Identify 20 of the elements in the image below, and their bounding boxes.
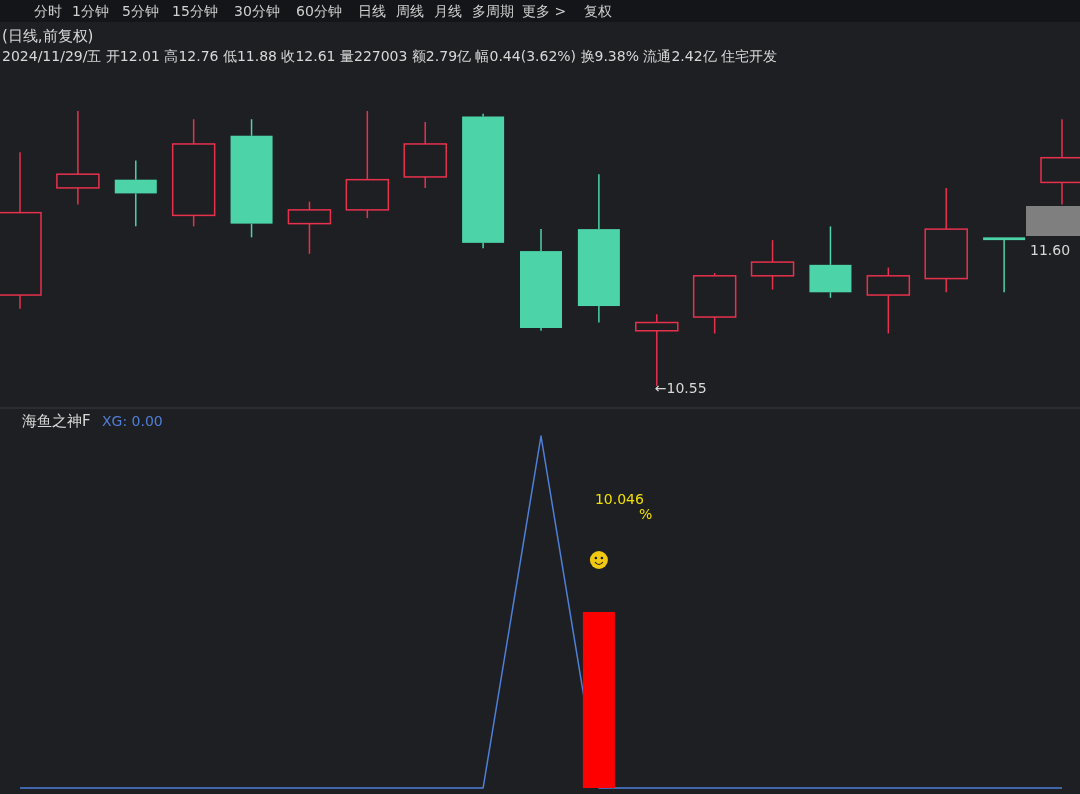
text: 日线 — [358, 3, 386, 19]
text: 月线 — [434, 3, 462, 19]
annotation: % — [638, 506, 653, 522]
annotation: 10.046 — [594, 491, 644, 507]
chart-subtitle: 2024/11/29/五 开12.01 高12.76 低11.88 收12.61 量227003 额2.79亿 幅0.44(3.62%) 换9.38% 流通2.42亿 住宅开发 — [2, 48, 778, 64]
text: 周线 — [396, 3, 424, 19]
chart-title: 海鱼之神F — [22, 412, 91, 430]
text: 分时 — [34, 3, 62, 19]
text: 30分钟 — [234, 3, 280, 19]
text: 5分钟 — [122, 3, 159, 19]
text: 15分钟 — [172, 3, 218, 19]
text: 多周期 — [472, 3, 514, 19]
text: XG: 0.00 — [102, 413, 163, 429]
text: 复权 — [584, 3, 612, 19]
annotation: ←10.55 — [654, 379, 707, 396]
text: 1分钟 — [72, 3, 109, 19]
text: 60分钟 — [296, 3, 342, 19]
chart-title: (日线,前复权) — [2, 27, 94, 45]
text: 更多 > — [522, 3, 567, 19]
annotation: 11.60 — [1030, 242, 1071, 258]
